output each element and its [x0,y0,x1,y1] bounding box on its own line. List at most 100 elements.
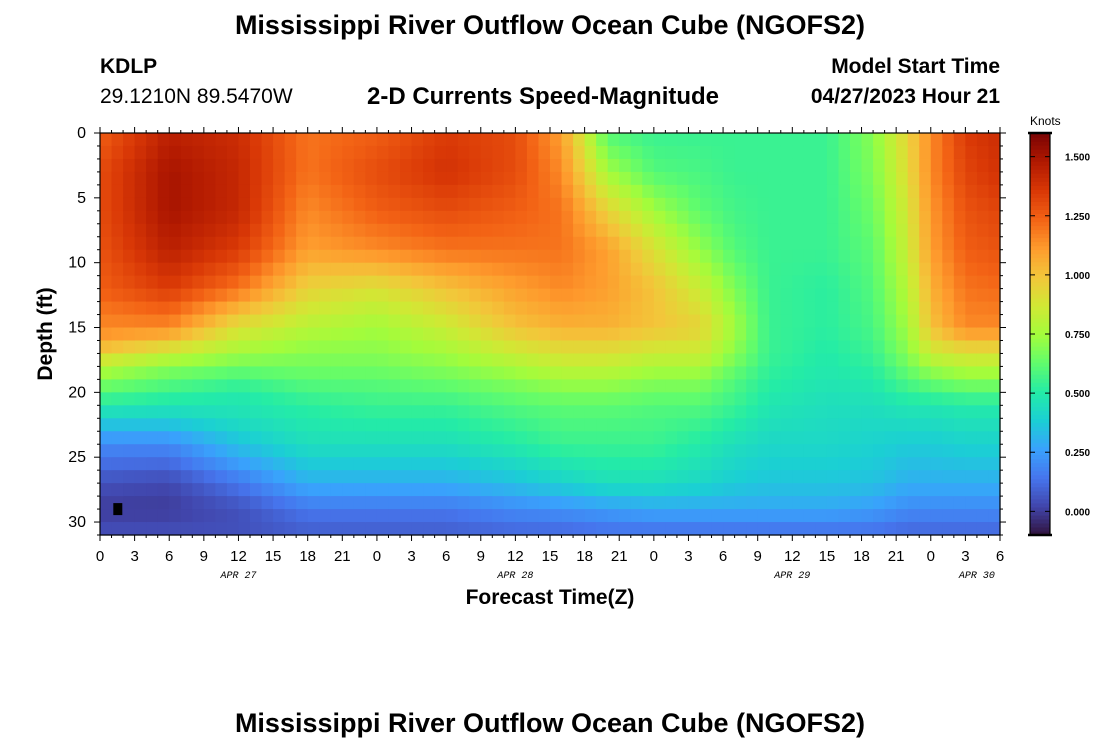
heatmap-cell [100,314,113,329]
heatmap-cell [157,405,170,419]
heatmap-cell [976,496,990,510]
heatmap-cell [273,457,286,471]
heatmap-cell [826,288,840,303]
heatmap-cell [584,145,597,160]
heatmap-cell [446,288,459,303]
heatmap-cell [803,470,816,484]
heatmap-cell [769,340,782,355]
colorbar-segment [1030,241,1050,247]
heatmap-cell [538,145,551,160]
heatmap-cell [884,301,897,316]
heatmap-cell [550,314,563,329]
heatmap-cell [111,288,124,303]
heatmap-cell [919,444,932,458]
heatmap-cell [550,431,563,445]
heatmap-cell [457,249,470,264]
heatmap-cell [734,262,747,277]
heatmap-cell [723,275,736,290]
heatmap-cell [769,223,782,238]
heatmap-cell [619,210,632,225]
heatmap-cell [376,379,390,393]
heatmap-cell [180,236,193,251]
heatmap-cell [700,431,713,445]
heatmap-cell [157,379,170,393]
heatmap-cell [757,275,770,290]
heatmap-cell [180,379,193,393]
heatmap-cell [584,288,597,303]
heatmap-cell [503,366,516,380]
heatmap-cell [423,288,436,303]
heatmap-cell [203,275,216,290]
heatmap-cell [169,158,182,173]
heatmap-cell [607,301,620,316]
heatmap-cell [319,249,332,264]
heatmap-cell [884,431,897,445]
heatmap-cell [642,133,655,147]
heatmap-cell [896,184,909,199]
heatmap-cell [388,405,401,419]
heatmap-cell [734,470,747,484]
heatmap-cell [826,457,840,471]
heatmap-cell [342,379,355,393]
heatmap-cell [192,379,205,393]
heatmap-cell [250,275,263,290]
heatmap-cell [538,327,551,342]
heatmap-cell [307,340,320,355]
heatmap-cell [388,158,401,173]
heatmap-cell [538,379,551,393]
heatmap-cell [365,288,378,303]
heatmap-cell [561,197,574,212]
heatmap-cell [919,210,932,225]
heatmap-cell [192,223,205,238]
heatmap-cell [619,301,632,316]
heatmap-cell [976,145,990,160]
heatmap-cell [700,158,713,173]
heatmap-cell [353,418,366,432]
heatmap-cell [388,197,401,212]
heatmap-cell [365,522,378,536]
heatmap-cell [607,405,620,419]
heatmap-cell [353,353,366,368]
heatmap-cell [203,392,216,406]
heatmap-cell [896,223,909,238]
heatmap-cell [930,133,943,147]
heatmap-cell [330,353,343,368]
heatmap-cell [238,184,251,199]
heatmap-cell [561,314,574,329]
heatmap-cell [376,496,390,510]
heatmap-cell [803,327,816,342]
heatmap-cell [296,496,309,510]
heatmap-cell [619,314,632,329]
heatmap-cell [538,353,551,368]
heatmap-cell [746,470,759,484]
heatmap-cell [723,353,736,368]
heatmap-cell [469,223,482,238]
heatmap-cell [169,262,182,277]
heatmap-cell [619,340,632,355]
heatmap-cell [873,405,886,419]
heatmap-cell [780,171,793,186]
colorbar-segment [1030,317,1050,323]
heatmap-cell [907,275,920,290]
heatmap-cell [261,483,274,497]
heatmap-cell [261,301,274,316]
heatmap-cell [896,366,909,380]
heatmap-cell [434,418,447,432]
heatmap-cell [376,353,390,368]
heatmap-cell [146,236,159,251]
station-marker [113,503,123,516]
heatmap-cell [538,133,551,147]
heatmap-cell [803,522,816,536]
heatmap-cell [250,379,263,393]
heatmap-cell [665,171,678,186]
heatmap-cell [665,431,678,445]
heatmap-cell [988,275,1001,290]
heatmap-cell [907,288,920,303]
colorbar-segment [1030,374,1050,379]
colorbar-segment [1030,293,1050,299]
heatmap-cell [192,509,205,523]
heatmap-cell [953,327,966,342]
heatmap-cell [607,483,620,497]
colorbar-segment [1030,410,1050,415]
heatmap-cell [146,470,159,484]
